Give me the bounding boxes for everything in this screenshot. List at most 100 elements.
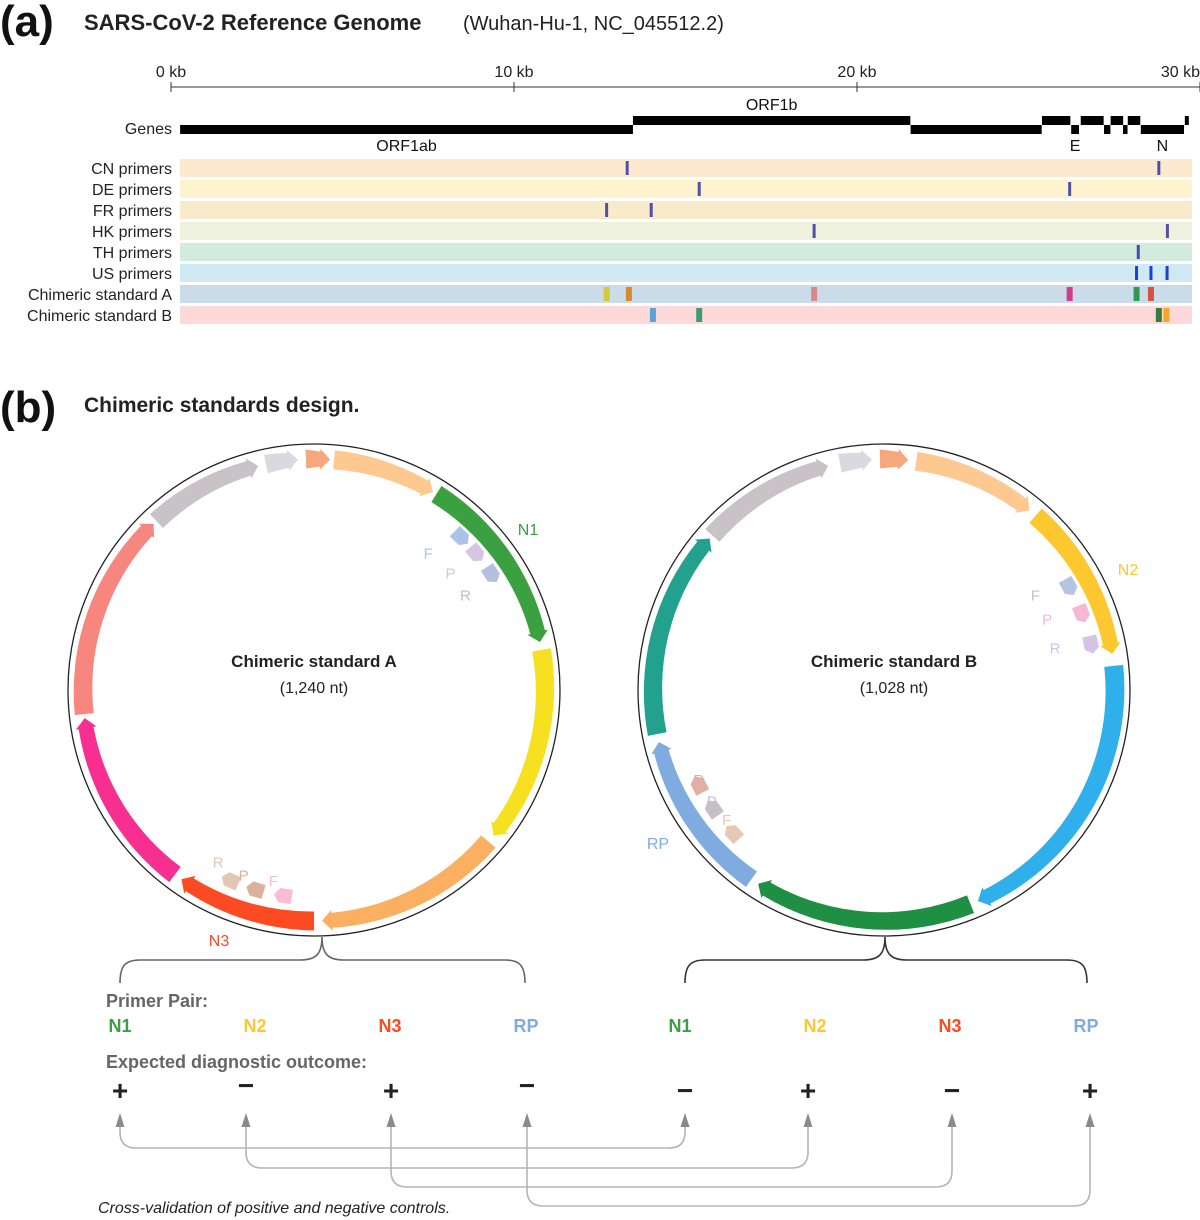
outcome-columns: N1 + N2 − N3 + RP − N1 − N2 + N3 − RP + (108, 1016, 1098, 1106)
gene-orf7a (1110, 116, 1124, 125)
brace-standard-b (684, 936, 1088, 984)
panel-a-letter: (a) (0, 0, 54, 46)
plasmid-segment (149, 458, 259, 529)
track-label: DE primers (92, 182, 172, 199)
standard-title: Chimeric standard A (231, 652, 397, 671)
genome-axis: 0 kb 10 kb 20 kb 30 kb (156, 64, 1200, 92)
gene-orf7b (1123, 125, 1128, 134)
plasmid-segment (879, 448, 909, 470)
plasmid-segment (491, 648, 555, 836)
plasmid-segment (322, 835, 496, 931)
track-row: CN primers (91, 159, 1192, 178)
track-background (180, 264, 1192, 282)
track-label: CN primers (91, 161, 172, 178)
primer-label: F (1031, 588, 1040, 605)
primer-label: F (424, 546, 433, 563)
track-label: Chimeric standard A (28, 287, 172, 304)
primer-label: F (722, 812, 731, 829)
caption: Cross-validation of positive and negativ… (98, 1200, 450, 1217)
arrowhead-icon (386, 1113, 396, 1127)
gene-orf1b (632, 116, 911, 125)
amplicon-mark (1163, 308, 1170, 322)
primer-tracks: CN primers DE primers FR primers HK primers… (27, 159, 1192, 325)
arrowhead-icon (522, 1113, 532, 1127)
negative-outcome: − (944, 1075, 960, 1106)
track-background (180, 243, 1192, 261)
standard-size: (1,240 nt) (280, 680, 348, 697)
positive-outcome: + (112, 1075, 128, 1106)
primer-arrow-icon (480, 563, 500, 583)
cross-validation-link (390, 1126, 953, 1188)
primer-mark (812, 224, 816, 238)
gene-label: E (1070, 138, 1081, 155)
primer-mark (1165, 266, 1169, 280)
plasmid-segment (838, 449, 872, 473)
track-label: TH primers (93, 245, 172, 262)
plasmid-segment (651, 741, 757, 888)
primer-mark (605, 203, 609, 217)
segment-label: N3 (209, 933, 230, 950)
track-label: US primers (92, 266, 172, 283)
cross-validation-link (119, 1126, 686, 1149)
primer-label: R (460, 588, 471, 605)
primer-mark (1135, 266, 1139, 280)
arrowhead-icon (680, 1113, 690, 1127)
primer-pair-n2: N2 (243, 1016, 266, 1036)
track-row: FR primers (93, 201, 1192, 220)
primer-mark (1136, 245, 1140, 259)
panel-a-title: SARS-CoV-2 Reference Genome (84, 10, 421, 35)
axis-tick-label: 0 kb (156, 64, 186, 81)
primer-label: R (1050, 640, 1061, 657)
primer-label: R (213, 854, 224, 871)
track-label: HK primers (92, 224, 172, 241)
primer-label: P (446, 565, 456, 582)
gene-n (1140, 125, 1184, 134)
primer-pair-label: Primer Pair: (106, 991, 208, 1011)
primer-mark (1149, 266, 1153, 280)
track-row: Chimeric standard A (28, 285, 1192, 304)
track-row: Chimeric standard B (27, 306, 1192, 325)
standard-title: Chimeric standard B (811, 652, 977, 671)
arrowhead-icon (803, 1113, 813, 1127)
plasmid-segment (1029, 508, 1121, 654)
amplicon-mark (625, 287, 632, 301)
primer-arrow-icon (704, 800, 724, 820)
primer-mark (625, 161, 629, 175)
track-background (180, 201, 1192, 219)
gene-m (1080, 116, 1104, 125)
brace-standard-a (119, 936, 526, 984)
primer-pair-n1: N1 (668, 1016, 691, 1036)
primer-mark (1157, 161, 1161, 175)
cross-validation-arrows (115, 1113, 1095, 1207)
segment-label: N2 (1118, 562, 1139, 579)
amplicon-mark (649, 308, 656, 322)
primer-arrow-icon (273, 888, 293, 905)
plasmid-segment (431, 486, 548, 642)
primer-arrow-icon (690, 776, 710, 796)
gene-orf10 (1184, 116, 1189, 125)
plasmid-segment (758, 879, 975, 930)
positive-outcome: + (1082, 1075, 1098, 1106)
gene-orf1ab (180, 125, 633, 134)
plasmid-segment (333, 450, 433, 497)
track-background (180, 285, 1192, 303)
track-row: HK primers (92, 222, 1192, 241)
arrowhead-icon (1085, 1113, 1095, 1127)
axis-tick-label: 30 kb (1161, 64, 1200, 81)
track-background (180, 222, 1192, 240)
primer-mark (649, 203, 653, 217)
gene-label: N (1157, 138, 1169, 155)
primer-arrow-icon (724, 825, 745, 845)
primer-pair-rp: RP (513, 1016, 538, 1036)
track-label: Chimeric standard B (27, 308, 172, 325)
positive-outcome: + (383, 1075, 399, 1106)
primer-label: R (693, 772, 704, 789)
negative-outcome: − (677, 1075, 693, 1106)
gene-orf3a (1041, 116, 1071, 125)
primer-arrow-icon (246, 881, 266, 899)
arrowhead-icon (241, 1113, 251, 1127)
